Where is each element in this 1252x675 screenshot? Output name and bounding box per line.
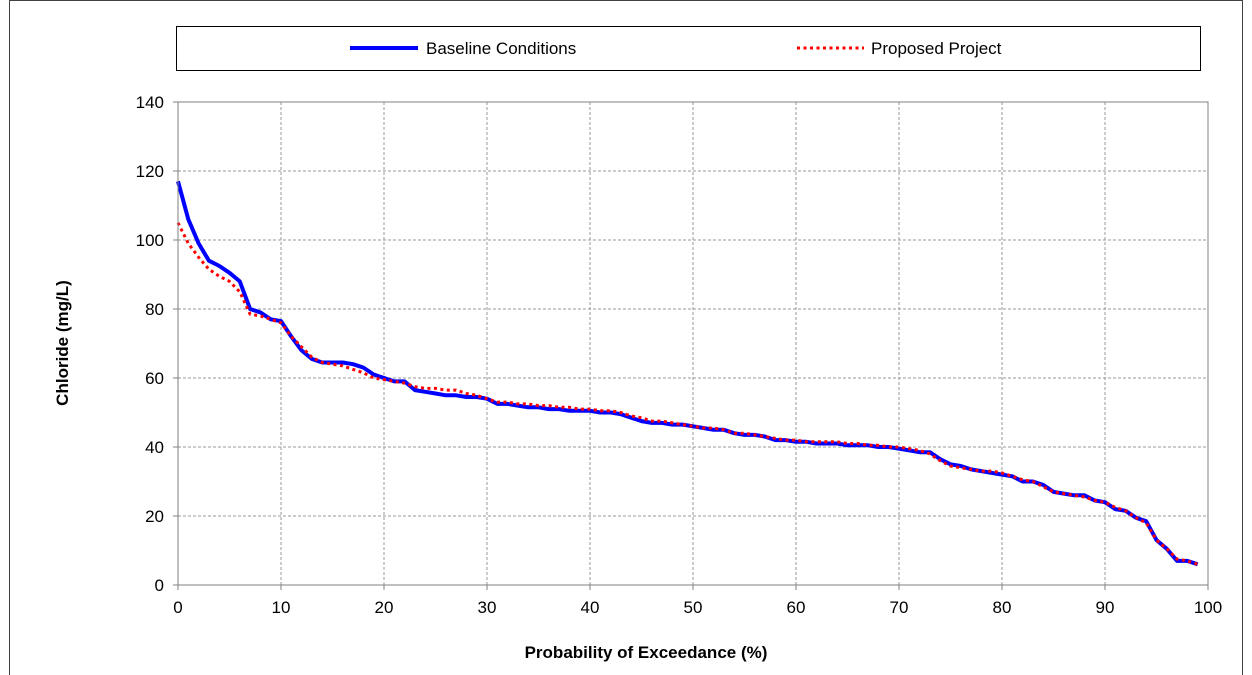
y-axis-title: Chloride (mg/L) [53,280,72,406]
y-tick-label: 60 [145,369,164,388]
series-layer [176,180,1199,567]
legend-label-proposed: Proposed Project [871,39,1002,58]
y-tick-labels: 0 20 40 60 80 100 120 140 [136,93,164,595]
x-tick-labels: 0 10 20 30 40 50 60 70 80 90 100 [173,598,1222,617]
x-tick-label: 40 [581,598,600,617]
x-tick-label: 0 [173,598,182,617]
legend-box [176,26,1201,71]
x-tick-label: 80 [993,598,1012,617]
y-tick-label: 20 [145,507,164,526]
y-tick-label: 40 [145,438,164,457]
x-tick-label: 10 [272,598,291,617]
y-tick-label: 140 [136,93,164,112]
x-tick-label: 20 [375,598,394,617]
plot-area: 0 10 20 30 40 50 60 70 80 90 100 0 20 40 60 80 100 120 14… [136,93,1223,617]
grid-lines [173,101,1209,590]
plot-border [177,101,1209,586]
y-tick-label: 100 [136,231,164,250]
x-tick-label: 50 [684,598,703,617]
x-tick-label: 30 [478,598,497,617]
chart-border [9,0,1243,675]
series-line-proposed-project [176,222,1199,566]
legend-label-baseline: Baseline Conditions [426,39,576,58]
x-axis-title: Probability of Exceedance (%) [525,643,768,662]
x-tick-label: 90 [1096,598,1115,617]
y-tick-label: 0 [155,576,164,595]
x-tick-label: 100 [1194,598,1222,617]
y-tick-label: 120 [136,162,164,181]
legend: Baseline Conditions Proposed Project [176,26,1201,71]
y-tick-label: 80 [145,300,164,319]
x-tick-label: 70 [890,598,909,617]
x-tick-label: 60 [787,598,806,617]
